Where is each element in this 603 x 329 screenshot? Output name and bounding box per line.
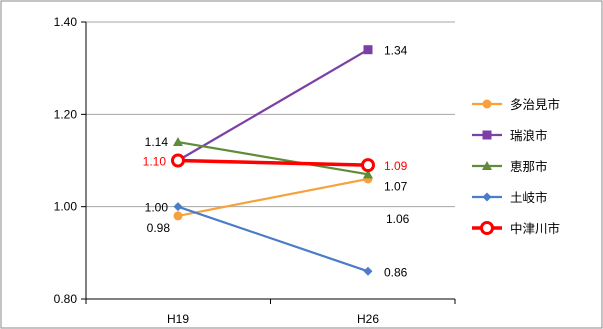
data-point-marker [173,211,183,221]
legend-label: 中津川市 [510,221,560,236]
y-tick-label: 1.20 [54,107,78,121]
legend-marker-0 [482,99,492,109]
data-label: 1.06 [386,212,410,226]
y-tick-label: 1.00 [54,200,78,214]
y-tick-label: 1.40 [54,15,78,29]
data-label: 0.86 [384,265,408,279]
data-label: 1.09 [384,159,408,173]
series-line-3 [177,205,369,273]
x-tick-label: H19 [167,312,189,326]
data-point-marker [173,202,183,212]
legend-marker-4 [480,221,494,235]
tick-labels: 0.80 1.00 1.20 1.40 H19 H26 [54,15,380,326]
series-line-1 [177,48,369,162]
data-point-marker [171,153,185,168]
gridlines [86,21,455,208]
series-line-0 [177,177,369,217]
data-label: 0.98 [147,221,171,235]
data-label: 1.00 [145,201,169,215]
data-label: 1.34 [384,44,408,58]
data-label: 1.14 [145,135,169,149]
legend-marker-1 [482,130,492,140]
series-lines [171,45,375,276]
data-labels: 0.98 1.06 1.34 1.14 1.07 1.00 0.86 1.10 1.09 [143,44,410,280]
x-tick-label: H26 [357,312,379,326]
axes [81,21,456,304]
data-label: 1.10 [143,155,167,169]
data-point-marker [363,169,373,179]
series-line-2 [177,140,369,176]
y-tick-label: 0.80 [54,292,78,306]
legend-marker-2 [482,161,492,170]
legend-label: 土岐市 [510,190,548,205]
data-label: 1.07 [384,179,408,193]
data-point-marker [173,137,183,147]
legend-label: 恵那市 [510,159,548,174]
data-point-marker [363,45,373,55]
legend-label: 瑞浪市 [510,128,548,143]
data-point-marker [363,266,373,276]
legend-label: 多治見市 [510,97,560,112]
series-line-4 [177,158,369,167]
legend-marker-3 [482,192,492,202]
data-point-marker [361,158,375,173]
